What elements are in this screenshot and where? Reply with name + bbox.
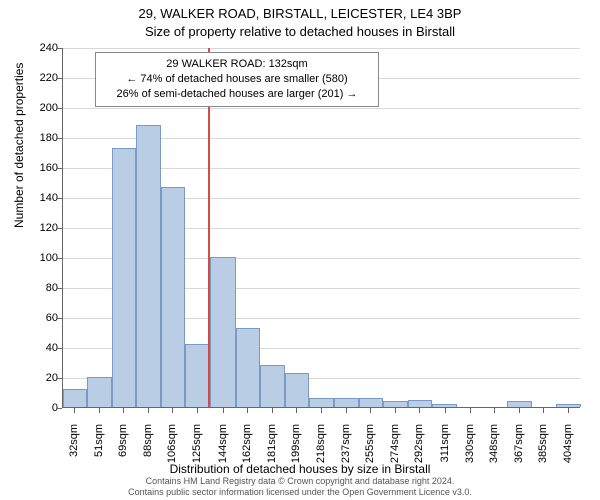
x-axis-label: Distribution of detached houses by size … (0, 462, 600, 476)
x-tick-mark (272, 408, 273, 413)
property-size-chart: 29, WALKER ROAD, BIRSTALL, LEICESTER, LE… (0, 0, 600, 500)
y-tick-label: 120 (18, 222, 58, 234)
x-tick-mark (519, 408, 520, 413)
histogram-bar (432, 404, 457, 407)
histogram-bar (210, 257, 235, 407)
x-tick-mark (296, 408, 297, 413)
histogram-bar (359, 398, 383, 407)
x-tick-mark (74, 408, 75, 413)
y-tick-mark (57, 408, 62, 409)
y-tick-label: 180 (18, 132, 58, 144)
histogram-bar (136, 125, 161, 407)
plot-area: 29 WALKER ROAD: 132sqm ← 74% of detached… (62, 48, 580, 408)
y-tick-label: 60 (18, 312, 58, 324)
x-tick-mark (370, 408, 371, 413)
histogram-bar (185, 344, 210, 407)
y-tick-label: 200 (18, 102, 58, 114)
y-tick-label: 40 (18, 342, 58, 354)
chart-title-subtitle: Size of property relative to detached ho… (0, 24, 600, 39)
histogram-bar (63, 389, 87, 407)
histogram-bar (236, 328, 260, 408)
histogram-bar (408, 400, 432, 408)
y-tick-label: 100 (18, 252, 58, 264)
x-tick-mark (494, 408, 495, 413)
y-tick-label: 20 (18, 372, 58, 384)
gridline (63, 48, 580, 49)
annotation-box: 29 WALKER ROAD: 132sqm ← 74% of detached… (95, 52, 379, 107)
annotation-line1: 29 WALKER ROAD: 132sqm (104, 57, 370, 72)
x-tick-mark (197, 408, 198, 413)
annotation-line2: ← 74% of detached houses are smaller (58… (104, 72, 370, 87)
histogram-bar (334, 398, 359, 407)
chart-footer: Contains HM Land Registry data © Crown c… (0, 476, 600, 498)
x-tick-mark (223, 408, 224, 413)
y-tick-label: 220 (18, 72, 58, 84)
x-tick-mark (568, 408, 569, 413)
x-tick-mark (321, 408, 322, 413)
y-tick-label: 0 (18, 402, 58, 414)
histogram-bar (556, 404, 581, 407)
histogram-bar (260, 365, 285, 407)
x-tick-mark (395, 408, 396, 413)
footer-line1: Contains HM Land Registry data © Crown c… (0, 476, 600, 487)
chart-title-address: 29, WALKER ROAD, BIRSTALL, LEICESTER, LE… (0, 6, 600, 21)
histogram-bar (383, 401, 408, 407)
y-tick-label: 160 (18, 162, 58, 174)
y-tick-label: 140 (18, 192, 58, 204)
x-tick-mark (247, 408, 248, 413)
x-tick-mark (172, 408, 173, 413)
x-tick-mark (123, 408, 124, 413)
histogram-bar (507, 401, 532, 407)
x-tick-mark (445, 408, 446, 413)
x-tick-mark (99, 408, 100, 413)
histogram-bar (112, 148, 136, 408)
y-tick-label: 80 (18, 282, 58, 294)
x-tick-mark (346, 408, 347, 413)
x-tick-mark (148, 408, 149, 413)
y-tick-label: 240 (18, 42, 58, 54)
histogram-bar (87, 377, 112, 407)
x-tick-mark (543, 408, 544, 413)
gridline (63, 108, 580, 109)
histogram-bar (285, 373, 309, 408)
footer-line2: Contains public sector information licen… (0, 487, 600, 498)
annotation-line3: 26% of semi-detached houses are larger (… (104, 87, 370, 102)
x-tick-mark (470, 408, 471, 413)
x-tick-mark (419, 408, 420, 413)
histogram-bar (161, 187, 185, 408)
histogram-bar (309, 398, 334, 407)
